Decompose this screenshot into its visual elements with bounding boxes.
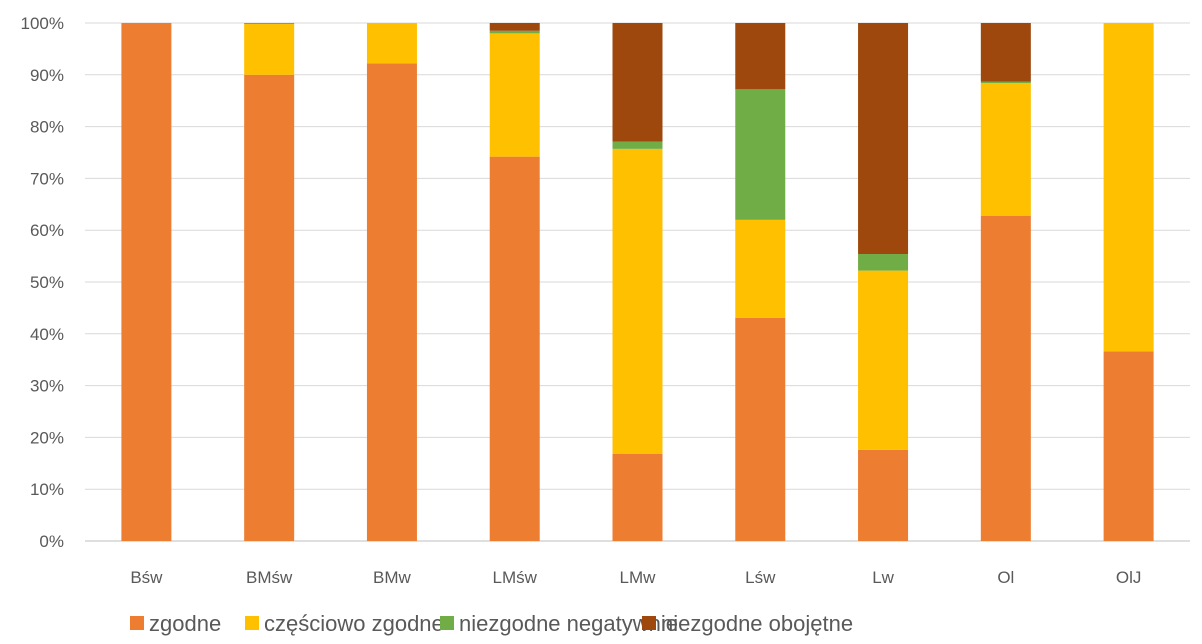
bar-segment [735, 23, 786, 90]
x-axis-ticks: Bśw BMśw BMw LMśw LMw Lśw Lw Ol OlJ [130, 568, 1141, 587]
bar-segment [612, 453, 663, 541]
legend-label: niezgodne negatywnie [459, 611, 678, 636]
x-tick-label: Ol [997, 568, 1014, 587]
bar-segment [366, 23, 417, 64]
legend-item: niezgodne obojętne [642, 611, 853, 636]
legend-swatch [440, 616, 454, 630]
bar-segment [858, 254, 909, 271]
x-tick-label: LMśw [493, 568, 538, 587]
legend-item: częściowo zgodne [245, 611, 444, 636]
bar-segment [858, 449, 909, 541]
bar-segment [612, 141, 663, 149]
bar-segment [980, 83, 1031, 216]
y-tick-label: 100% [21, 14, 64, 33]
bar-segment [244, 74, 295, 542]
y-tick-label: 80% [30, 118, 64, 137]
bar-segment [489, 23, 540, 31]
legend-label: niezgodne obojętne [661, 611, 853, 636]
bar-segment [612, 148, 663, 454]
bar-segment [489, 33, 540, 157]
legend-item: zgodne [130, 611, 221, 636]
y-tick-label: 30% [30, 377, 64, 396]
y-tick-label: 50% [30, 273, 64, 292]
x-tick-label: BMśw [246, 568, 293, 587]
bar-segment [980, 215, 1031, 542]
y-tick-label: 70% [30, 169, 64, 188]
x-tick-label: Bśw [130, 568, 163, 587]
legend-label: zgodne [149, 611, 221, 636]
x-tick-label: Lw [872, 568, 894, 587]
bar-segment [858, 23, 909, 255]
bar-segment [735, 219, 786, 318]
legend-swatch [130, 616, 144, 630]
bar-segment [1103, 23, 1154, 352]
bar-segment [612, 23, 663, 142]
bar-segment [1103, 351, 1154, 541]
bar-segment [735, 317, 786, 541]
bar-segment [858, 270, 909, 450]
bar-segment [980, 81, 1031, 84]
bar-segment [366, 63, 417, 542]
bar-segment [489, 156, 540, 542]
bar-segment [244, 23, 295, 25]
legend-item: niezgodne negatywnie [440, 611, 678, 636]
y-tick-label: 20% [30, 428, 64, 447]
bar-segment [244, 24, 295, 75]
y-tick-label: 10% [30, 480, 64, 499]
legend-swatch [245, 616, 259, 630]
bar-segment [980, 23, 1031, 82]
legend: zgodne częściowo zgodne niezgodne negatywn… [130, 611, 853, 636]
y-tick-label: 40% [30, 325, 64, 344]
legend-swatch [642, 616, 656, 630]
bar-segment [489, 30, 540, 34]
x-tick-label: BMw [373, 568, 412, 587]
y-tick-label: 60% [30, 221, 64, 240]
x-tick-label: Lśw [745, 568, 776, 587]
y-axis-ticks: 0% 10% 20% 30% 40% 50% 60% 70% 80% 90% 100% [21, 14, 64, 551]
bars [121, 23, 1154, 542]
legend-label: częściowo zgodne [264, 611, 444, 636]
x-tick-label: LMw [620, 568, 657, 587]
y-tick-label: 0% [39, 532, 64, 551]
x-tick-label: OlJ [1116, 568, 1142, 587]
bar-segment [121, 23, 172, 541]
y-tick-label: 90% [30, 66, 64, 85]
bar-segment [735, 89, 786, 220]
